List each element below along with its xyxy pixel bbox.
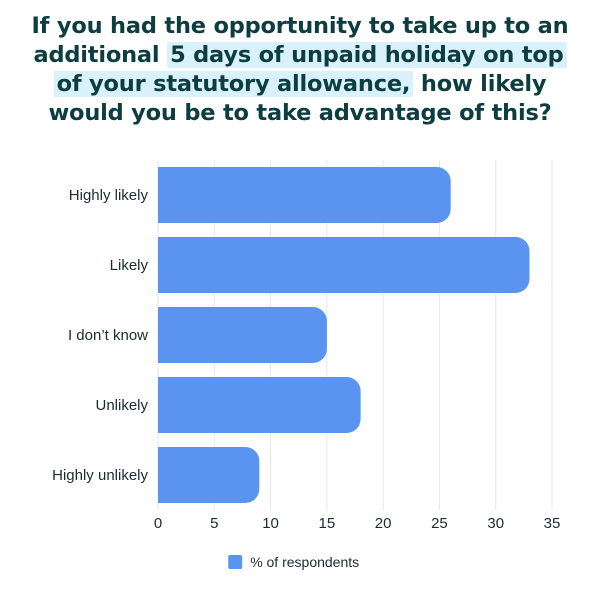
category-label: Highly likely — [69, 187, 149, 204]
category-label: I don’t know — [68, 327, 148, 344]
x-tick-label: 25 — [431, 515, 448, 532]
title-line-2: additional 5 days of unpaid holiday on t… — [0, 41, 600, 70]
bar — [158, 167, 451, 223]
bar — [158, 307, 327, 363]
x-tick-label: 30 — [487, 515, 504, 532]
category-labels: Highly likely Likely I don’t know Unlikely H… — [52, 187, 148, 484]
title-line-2-text: additional — [33, 42, 168, 68]
bar — [158, 237, 530, 293]
x-tick-label: 20 — [375, 515, 392, 532]
bars — [158, 167, 530, 503]
x-tick-label: 35 — [544, 515, 561, 532]
x-tick-labels: 0 5 10 15 20 25 30 35 — [154, 515, 561, 532]
category-label: Unlikely — [95, 397, 148, 414]
legend: % of respondents — [228, 554, 359, 570]
x-tick-label: 0 — [154, 515, 162, 532]
title-line-4: would you be to take advantage of this? — [48, 100, 552, 126]
bar — [158, 377, 361, 433]
title-line-3-text: how likely — [413, 71, 547, 97]
legend-swatch — [228, 555, 243, 569]
title-line-3: of your statutory allowance, how likely — [0, 70, 600, 99]
legend-label: % of respondents — [250, 554, 359, 570]
title-line-1: If you had the opportunity to take up to… — [31, 13, 569, 39]
x-tick-label: 15 — [319, 515, 336, 532]
chart-title: If you had the opportunity to take up to… — [0, 12, 600, 128]
x-tick-label: 10 — [262, 515, 279, 532]
title-highlight-2: of your statutory allowance, — [53, 71, 414, 97]
category-label: Highly unlikely — [52, 467, 148, 484]
title-highlight-1: 5 days of unpaid holiday on top — [167, 42, 567, 68]
category-label: Likely — [110, 257, 149, 274]
x-tick-label: 5 — [210, 515, 218, 532]
bar — [158, 447, 260, 503]
